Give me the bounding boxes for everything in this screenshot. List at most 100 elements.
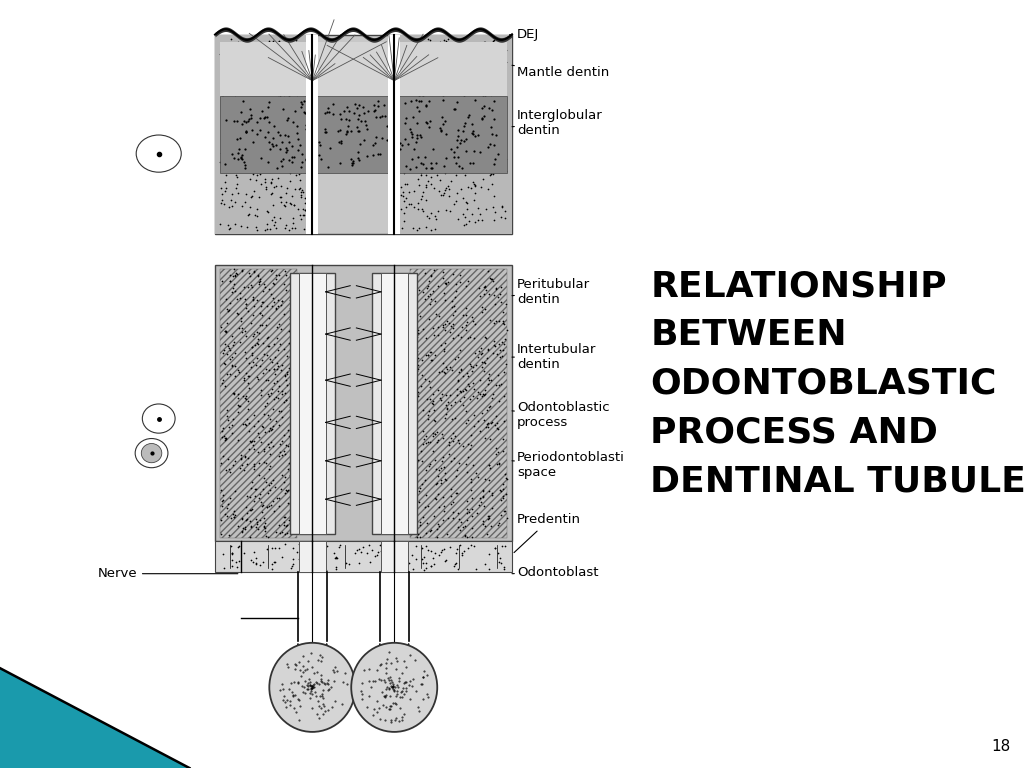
Point <box>296 76 312 88</box>
Point <box>476 100 493 112</box>
Point <box>443 44 460 56</box>
Point <box>227 455 244 468</box>
Point <box>245 166 261 178</box>
Point <box>446 291 463 303</box>
Point <box>213 64 229 76</box>
Point <box>447 169 464 181</box>
Point <box>425 552 441 564</box>
Point <box>224 125 241 137</box>
Point <box>284 155 300 167</box>
Point <box>414 552 430 564</box>
Point <box>247 141 263 153</box>
Point <box>297 204 313 216</box>
Point <box>480 513 497 525</box>
Point <box>264 422 281 435</box>
Point <box>485 35 502 47</box>
Point <box>294 184 310 196</box>
Point <box>259 204 275 217</box>
Point <box>495 492 511 504</box>
Point <box>462 97 478 109</box>
Point <box>496 561 512 573</box>
Point <box>412 283 428 296</box>
Point <box>280 130 296 142</box>
Point <box>234 512 251 525</box>
Point <box>404 440 421 452</box>
Point <box>463 538 479 551</box>
Point <box>438 475 455 487</box>
Point <box>343 125 359 137</box>
Point <box>254 319 270 331</box>
Point <box>274 468 291 481</box>
Point <box>244 435 260 448</box>
Point <box>437 324 454 336</box>
Point <box>401 40 418 52</box>
Point <box>486 289 503 301</box>
Point <box>490 396 507 408</box>
Point <box>496 505 512 518</box>
Point <box>233 200 250 213</box>
Point <box>434 514 451 526</box>
Point <box>286 212 302 224</box>
Point <box>238 329 254 342</box>
Point <box>443 81 460 94</box>
Point <box>493 159 509 171</box>
Point <box>228 182 245 194</box>
Point <box>481 548 498 561</box>
Point <box>436 98 453 111</box>
Point <box>418 111 434 124</box>
Point <box>396 134 413 146</box>
Point <box>262 353 279 365</box>
Point <box>266 362 283 375</box>
Point <box>238 125 254 137</box>
Point <box>236 547 252 559</box>
Point <box>417 501 433 513</box>
Point <box>480 417 497 429</box>
Point <box>221 275 238 287</box>
Point <box>282 66 298 78</box>
Point <box>382 120 398 132</box>
Point <box>239 512 255 525</box>
Point <box>442 541 459 554</box>
Point <box>425 142 441 154</box>
Point <box>267 351 284 363</box>
Point <box>424 43 440 55</box>
Point <box>488 379 505 391</box>
Point <box>251 469 267 482</box>
Point <box>411 105 427 118</box>
Point <box>406 143 422 155</box>
Point <box>234 95 251 108</box>
Point <box>480 474 497 486</box>
Point <box>259 397 275 409</box>
Point <box>298 153 314 165</box>
Point <box>482 462 499 475</box>
Point <box>258 184 274 196</box>
Point <box>443 85 460 98</box>
Point <box>467 131 483 143</box>
Point <box>412 222 428 234</box>
Point <box>265 219 282 231</box>
Point <box>408 286 424 299</box>
Point <box>280 75 296 88</box>
Point <box>437 367 454 379</box>
Point <box>261 422 278 434</box>
Point <box>263 542 280 554</box>
Point <box>402 107 419 119</box>
Point <box>278 387 294 399</box>
Point <box>417 293 433 305</box>
Point <box>214 91 230 103</box>
Point <box>452 513 468 525</box>
Point <box>425 71 441 83</box>
Point <box>268 273 285 285</box>
Point <box>275 396 292 409</box>
Point <box>340 120 356 132</box>
Point <box>463 102 479 114</box>
Point <box>272 107 289 119</box>
Point <box>414 455 430 467</box>
Point <box>255 74 271 86</box>
Point <box>214 91 230 103</box>
Point <box>227 359 244 372</box>
Point <box>485 112 502 124</box>
Point <box>471 345 487 357</box>
Point <box>407 201 423 214</box>
Point <box>258 457 274 469</box>
